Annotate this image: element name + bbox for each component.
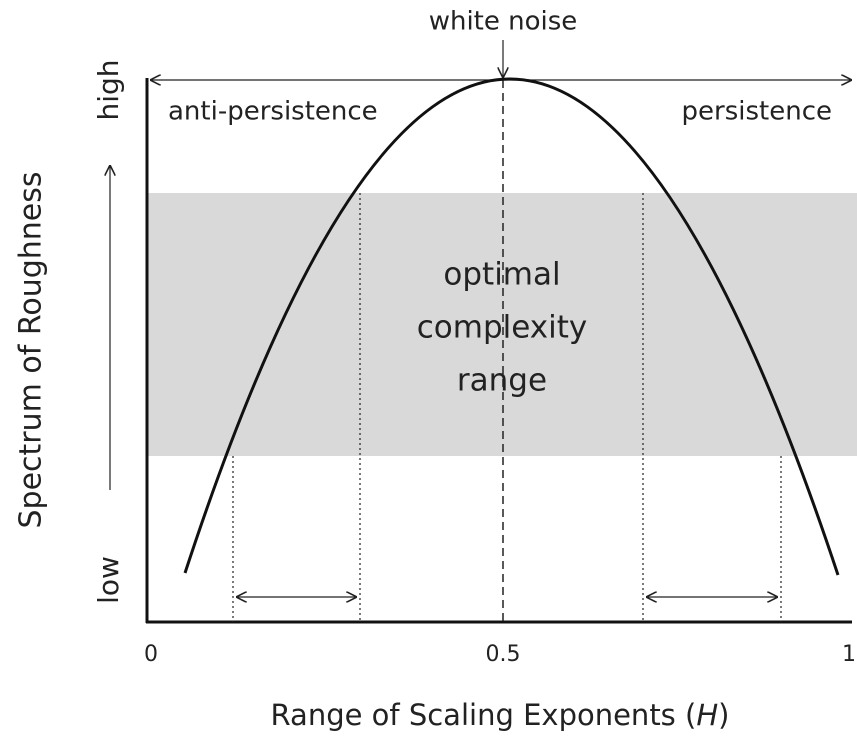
band-label: complexity bbox=[417, 310, 588, 346]
x-axis-label: Range of Scaling Exponents (H) bbox=[271, 698, 730, 732]
y-axis-label: Spectrum of Roughness bbox=[14, 171, 49, 528]
high-label: high bbox=[92, 59, 125, 120]
x-tick-label: 1 bbox=[842, 642, 856, 667]
x-axis-label-var: H bbox=[696, 698, 718, 732]
white-noise-label: white noise bbox=[429, 7, 578, 37]
x-tick-label: 0 bbox=[144, 642, 158, 667]
roughness-curve bbox=[183, 77, 840, 576]
x-tick-label: 0.5 bbox=[486, 642, 521, 667]
anti-persistence-label: anti-persistence bbox=[168, 97, 378, 127]
band-label: range bbox=[457, 363, 547, 399]
persistence-label: persistence bbox=[682, 97, 832, 127]
band-label: optimal bbox=[443, 257, 560, 293]
low-label: low bbox=[92, 556, 125, 604]
x-axis-label-text: Range of Scaling Exponents ( bbox=[271, 698, 697, 732]
dotted-guides bbox=[232, 193, 782, 622]
x-axis-label-text: ) bbox=[718, 698, 729, 732]
